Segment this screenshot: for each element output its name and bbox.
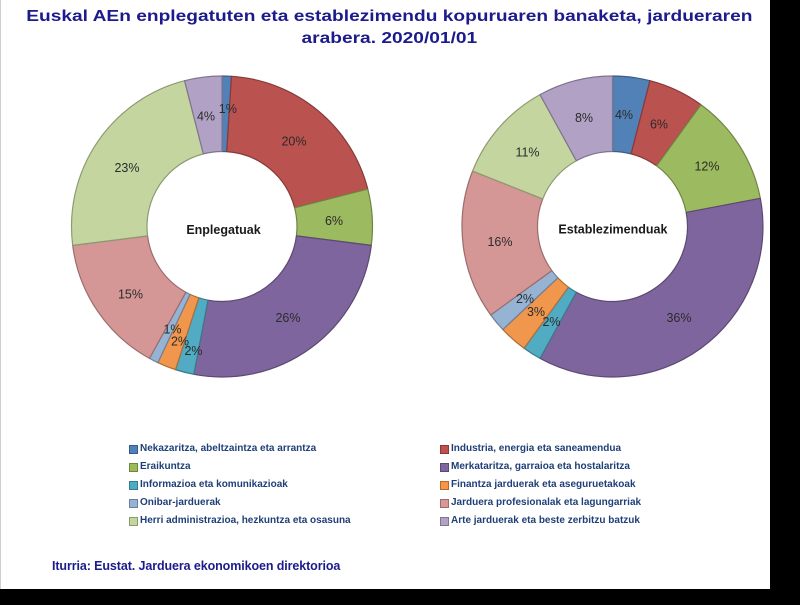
svg-text:12%: 12% bbox=[694, 160, 719, 174]
svg-text:26%: 26% bbox=[275, 311, 300, 325]
svg-text:2%: 2% bbox=[184, 344, 202, 358]
svg-text:15%: 15% bbox=[118, 288, 143, 302]
svg-text:1%: 1% bbox=[219, 102, 237, 116]
svg-text:6%: 6% bbox=[325, 214, 343, 228]
svg-text:Enplegatuak: Enplegatuak bbox=[186, 223, 260, 237]
svg-text:3%: 3% bbox=[527, 305, 545, 319]
svg-text:2%: 2% bbox=[542, 315, 560, 329]
svg-text:36%: 36% bbox=[666, 311, 691, 325]
svg-text:8%: 8% bbox=[575, 111, 593, 125]
svg-text:4%: 4% bbox=[197, 110, 215, 124]
svg-text:Establezimenduak: Establezimenduak bbox=[558, 223, 667, 237]
svg-text:2%: 2% bbox=[171, 335, 189, 349]
svg-text:2%: 2% bbox=[516, 292, 534, 306]
svg-text:1%: 1% bbox=[163, 323, 181, 337]
svg-text:20%: 20% bbox=[281, 135, 306, 149]
svg-text:6%: 6% bbox=[650, 118, 668, 132]
svg-text:4%: 4% bbox=[615, 108, 633, 122]
svg-text:16%: 16% bbox=[487, 235, 512, 249]
svg-text:11%: 11% bbox=[515, 146, 539, 160]
svg-text:23%: 23% bbox=[114, 161, 139, 175]
